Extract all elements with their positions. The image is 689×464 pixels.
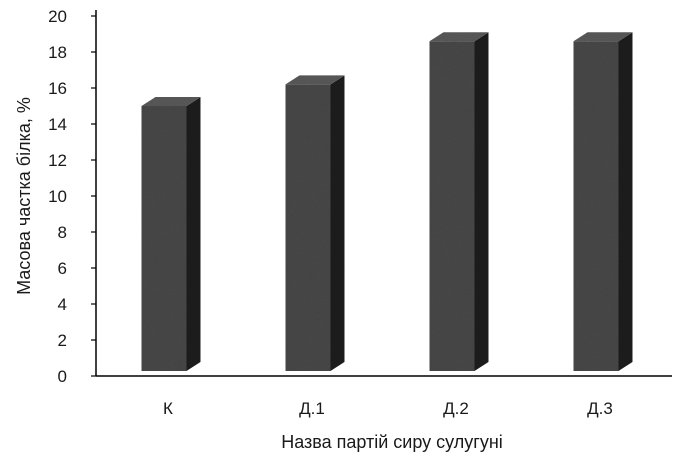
- x-axis-title: Назва партій сиру сулугуні: [281, 432, 503, 452]
- bar-front-face: [285, 84, 331, 372]
- bar-top-face: [429, 32, 489, 42]
- x-tick-label: Д.2: [443, 399, 469, 418]
- x-tick-label: Д.3: [587, 399, 613, 418]
- bar: [429, 32, 489, 371]
- y-axis-title: Масова частка білка, %: [14, 97, 34, 295]
- bar-top-face: [141, 97, 201, 106]
- y-axis: 0 2 4 6 8 10 12 14 16 18 20: [48, 7, 97, 386]
- x-tick-label: Д.1: [299, 399, 325, 418]
- bar-front-face: [141, 106, 187, 371]
- bar-top-face: [285, 75, 345, 85]
- bar: [141, 97, 201, 371]
- bar-front-face: [573, 41, 619, 371]
- bar-top-face: [573, 32, 633, 42]
- x-tick-label: К: [163, 399, 173, 418]
- y-tick-label: 16: [48, 79, 67, 98]
- bar-side-face: [330, 75, 345, 372]
- bar: [285, 75, 345, 372]
- y-tick-label: 18: [48, 43, 67, 62]
- bar: [573, 32, 633, 371]
- y-tick-label: 10: [48, 187, 67, 206]
- x-axis: К Д.1 Д.2 Д.3: [96, 375, 672, 418]
- y-tick-label: 6: [58, 259, 67, 278]
- bar-front-face: [429, 41, 475, 371]
- y-tick-label: 0: [58, 367, 67, 386]
- bar-side-face: [618, 32, 633, 371]
- bar-side-face: [474, 32, 489, 371]
- y-tick-label: 2: [58, 331, 67, 350]
- bars: [141, 32, 633, 372]
- y-tick-label: 4: [58, 295, 67, 314]
- y-tick-label: 8: [58, 223, 67, 242]
- bar-side-face: [186, 97, 201, 371]
- y-tick-label: 20: [48, 7, 67, 26]
- y-tick-label: 14: [48, 115, 67, 134]
- y-tick-label: 12: [48, 151, 67, 170]
